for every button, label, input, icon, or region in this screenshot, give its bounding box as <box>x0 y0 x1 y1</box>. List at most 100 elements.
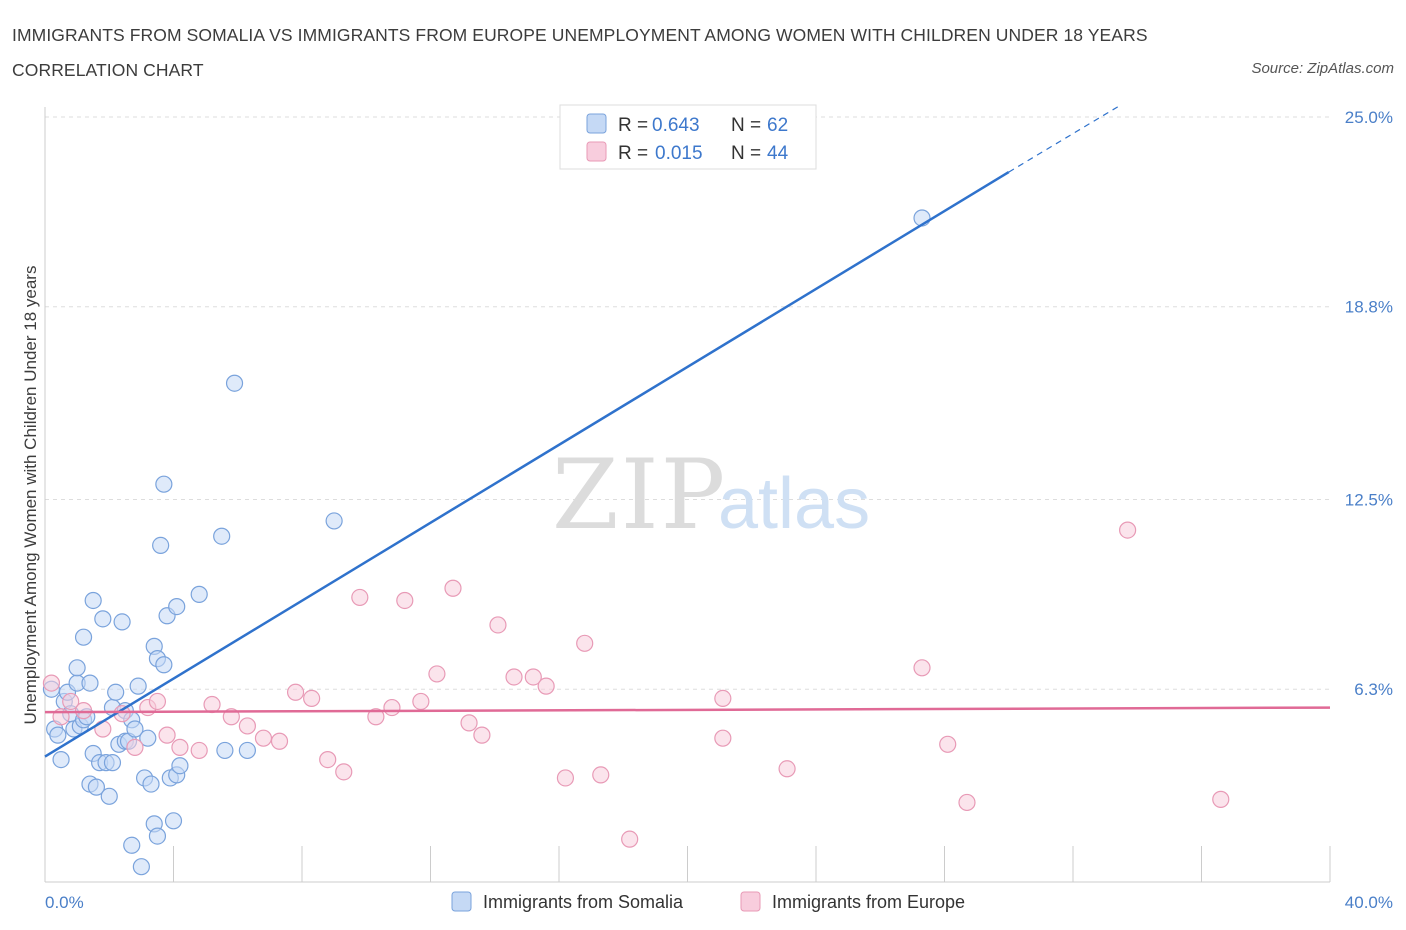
europe-point <box>576 634 594 652</box>
legend-n-label: N = <box>731 143 761 164</box>
europe-point <box>238 717 256 735</box>
somalia-point <box>103 754 122 772</box>
y-axis-label: Unemployment Among Women with Children U… <box>21 266 40 725</box>
somalia-point <box>132 858 150 876</box>
somalia-point <box>171 757 189 775</box>
bottom-legend-europe-label: Immigrants from Europe <box>772 892 965 912</box>
europe-point <box>621 830 639 848</box>
somalia-point <box>49 726 67 744</box>
somalia-point <box>225 374 244 392</box>
watermark-zip: ZIP <box>552 439 727 551</box>
europe-point <box>383 698 401 717</box>
gridlines <box>45 116 1330 690</box>
europe-point <box>714 689 732 708</box>
europe-point <box>158 726 176 744</box>
somalia-point <box>139 729 157 747</box>
y-tick-labels: 6.3% 12.5% 18.8% 25.0% <box>1345 108 1393 699</box>
somalia-trend-extension <box>1008 104 1122 173</box>
legend-europe-swatch <box>586 141 607 162</box>
europe-point <box>94 720 112 738</box>
europe-point <box>148 692 167 711</box>
somalia-point <box>87 778 106 796</box>
bottom-legend-somalia-label: Immigrants from Somalia <box>483 892 684 912</box>
europe-point <box>270 732 289 750</box>
europe-point <box>396 591 414 610</box>
europe-point <box>958 793 976 812</box>
source-label: Source: ZipAtlas.com <box>1251 60 1394 77</box>
europe-point <box>190 741 208 760</box>
x-tick-label-max: 40.0% <box>1345 893 1393 912</box>
y-tick-label: 25.0% <box>1345 108 1393 127</box>
somalia-points <box>42 209 931 876</box>
europe-point <box>62 692 80 711</box>
legend-somalia-swatch <box>586 113 607 134</box>
europe-point <box>913 659 931 677</box>
somalia-point <box>129 677 147 695</box>
x-tick-labels: 0.0% 40.0% <box>45 893 1393 912</box>
europe-point <box>592 766 610 784</box>
somalia-point <box>164 812 183 830</box>
somalia-point <box>216 741 234 760</box>
europe-point <box>412 692 430 711</box>
europe-trend-line <box>44 706 1331 714</box>
axes <box>44 107 1331 883</box>
europe-point <box>74 702 93 720</box>
somalia-point <box>52 750 70 769</box>
y-tick-label: 6.3% <box>1354 680 1393 699</box>
europe-points <box>42 521 1230 848</box>
somalia-point <box>152 536 170 555</box>
y-tick-label: 12.5% <box>1345 491 1393 510</box>
somalia-point <box>142 775 160 793</box>
europe-point <box>286 683 305 701</box>
europe-point <box>1212 790 1230 808</box>
europe-point <box>203 695 221 714</box>
somalia-point <box>190 585 208 603</box>
europe-point <box>171 738 189 756</box>
europe-point <box>524 668 542 686</box>
europe-point <box>319 750 337 769</box>
europe-point <box>126 738 144 756</box>
europe-point <box>505 668 523 686</box>
legend-europe-n: 44 <box>767 143 789 164</box>
europe-point <box>556 769 575 787</box>
somalia-point <box>155 475 173 493</box>
somalia-point <box>148 827 167 845</box>
trend-lines <box>44 104 1331 758</box>
watermark: ZIP atlas <box>552 439 870 551</box>
europe-point <box>303 689 321 708</box>
europe-point <box>444 579 462 597</box>
bottom-legend-somalia-swatch <box>451 891 472 912</box>
somalia-point <box>74 628 93 646</box>
europe-point <box>714 729 732 747</box>
europe-point <box>428 665 446 683</box>
somalia-point <box>325 512 343 530</box>
somalia-point <box>94 610 112 628</box>
europe-point <box>778 760 796 778</box>
somalia-point <box>123 836 141 854</box>
somalia-point <box>81 674 99 692</box>
chart-title: IMMIGRANTS FROM SOMALIA VS IMMIGRANTS FR… <box>12 25 1148 80</box>
legend-box: R = 0.643 N = 62 R = 0.015 N = 44 <box>559 104 817 170</box>
somalia-point <box>107 683 125 701</box>
europe-point <box>335 763 353 781</box>
somalia-point <box>155 656 173 674</box>
europe-point <box>254 729 273 747</box>
somalia-point <box>238 741 256 760</box>
somalia-point <box>126 720 144 738</box>
europe-point <box>42 674 61 692</box>
watermark-atlas: atlas <box>718 464 870 544</box>
bottom-legend-europe-swatch <box>740 891 761 912</box>
legend-r-label: R = <box>618 143 648 164</box>
legend-somalia-r: 0.643 <box>652 115 700 136</box>
europe-point <box>489 616 507 634</box>
somalia-point <box>100 787 118 805</box>
europe-point <box>367 708 385 726</box>
legend-n-label: N = <box>731 115 761 136</box>
europe-point <box>473 726 491 744</box>
europe-point <box>1119 521 1137 539</box>
somalia-point <box>68 659 86 677</box>
y-tick-label: 18.8% <box>1345 298 1393 317</box>
europe-point <box>460 714 478 732</box>
somalia-point <box>84 591 102 610</box>
